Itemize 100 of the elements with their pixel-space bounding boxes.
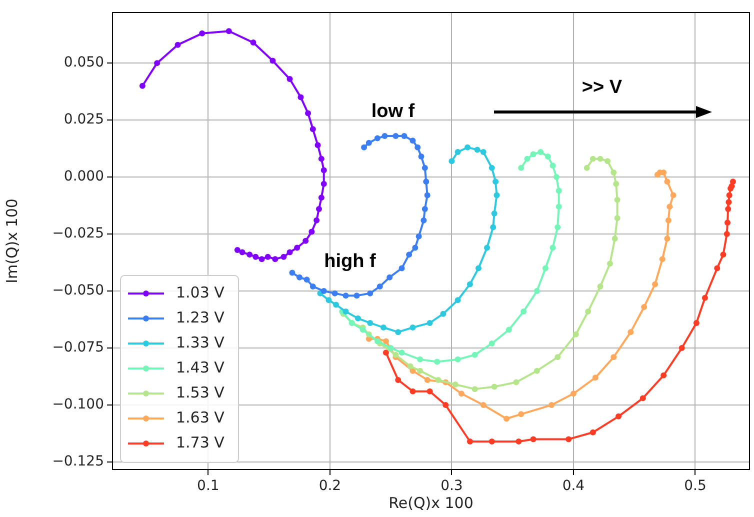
y-tick-label: −0.100: [52, 396, 104, 413]
point: [572, 331, 579, 338]
point: [410, 138, 416, 144]
point: [464, 144, 471, 150]
point: [386, 274, 393, 280]
point: [616, 413, 622, 420]
point: [480, 148, 486, 155]
point: [422, 164, 428, 171]
point: [720, 252, 726, 258]
point: [664, 178, 670, 185]
point: [474, 146, 480, 153]
point: [435, 376, 442, 383]
point: [472, 386, 478, 392]
point: [304, 276, 310, 283]
point: [530, 436, 536, 442]
point: [475, 265, 482, 272]
point: [725, 206, 732, 212]
point: [550, 162, 556, 169]
point: [376, 283, 383, 290]
point: [604, 158, 611, 164]
point: [426, 388, 433, 394]
point: [316, 206, 322, 212]
point: [174, 42, 181, 48]
y-tick-label: −0.075: [52, 340, 104, 356]
point: [606, 260, 613, 267]
point: [592, 374, 598, 381]
point: [199, 30, 206, 36]
point: [296, 274, 303, 280]
point: [272, 256, 278, 262]
point: [406, 252, 412, 258]
point: [466, 281, 473, 288]
point: [454, 148, 461, 155]
point: [382, 350, 389, 356]
point: [139, 82, 146, 89]
point: [488, 438, 495, 445]
point: [454, 356, 461, 362]
point: [518, 411, 524, 418]
point: [452, 382, 458, 388]
legend-label: 1.73 V: [176, 433, 226, 452]
point: [730, 178, 736, 185]
point: [548, 402, 555, 408]
point: [597, 156, 604, 162]
point: [395, 376, 402, 383]
point: [333, 302, 340, 308]
point: [518, 164, 524, 171]
legend-label: 1.33 V: [176, 333, 226, 352]
point: [614, 215, 620, 222]
point: [566, 436, 572, 442]
point: [494, 192, 500, 198]
point: [286, 76, 293, 82]
point: [286, 249, 293, 256]
point: [374, 135, 380, 142]
point: [534, 368, 540, 374]
point: [320, 288, 327, 294]
point: [538, 148, 544, 155]
point: [382, 338, 389, 344]
point: [426, 320, 433, 326]
point: [724, 231, 730, 238]
point: [590, 429, 596, 436]
point: [326, 297, 332, 304]
point: [401, 133, 408, 140]
point: [422, 206, 428, 212]
point: [410, 388, 416, 394]
y-tick-label: 0.000: [64, 168, 104, 185]
point: [314, 142, 321, 148]
point: [678, 345, 685, 352]
point: [226, 28, 232, 34]
point: [610, 169, 617, 176]
legend-label: 1.23 V: [176, 308, 226, 326]
point: [423, 178, 430, 185]
point: [666, 204, 673, 210]
point: [530, 151, 536, 158]
point: [458, 390, 464, 397]
point: [410, 324, 416, 331]
point: [491, 384, 498, 390]
point: [320, 167, 327, 174]
point: [590, 156, 596, 162]
point: [454, 297, 461, 304]
point: [660, 372, 667, 378]
point: [448, 158, 455, 164]
point: [250, 40, 256, 46]
point: [342, 292, 349, 299]
point: [659, 256, 666, 262]
point: [492, 178, 499, 185]
point: [318, 194, 324, 201]
point: [714, 265, 720, 272]
point: [367, 290, 374, 296]
legend-label: 1.63 V: [176, 408, 226, 426]
point: [246, 252, 253, 258]
point: [308, 228, 315, 235]
point: [544, 154, 551, 160]
point: [506, 326, 512, 333]
point: [374, 338, 380, 344]
point: [614, 196, 620, 203]
point: [398, 265, 405, 272]
point: [412, 244, 418, 251]
point: [434, 358, 440, 365]
point: [302, 238, 309, 244]
point: [490, 224, 496, 230]
point: [484, 244, 490, 251]
